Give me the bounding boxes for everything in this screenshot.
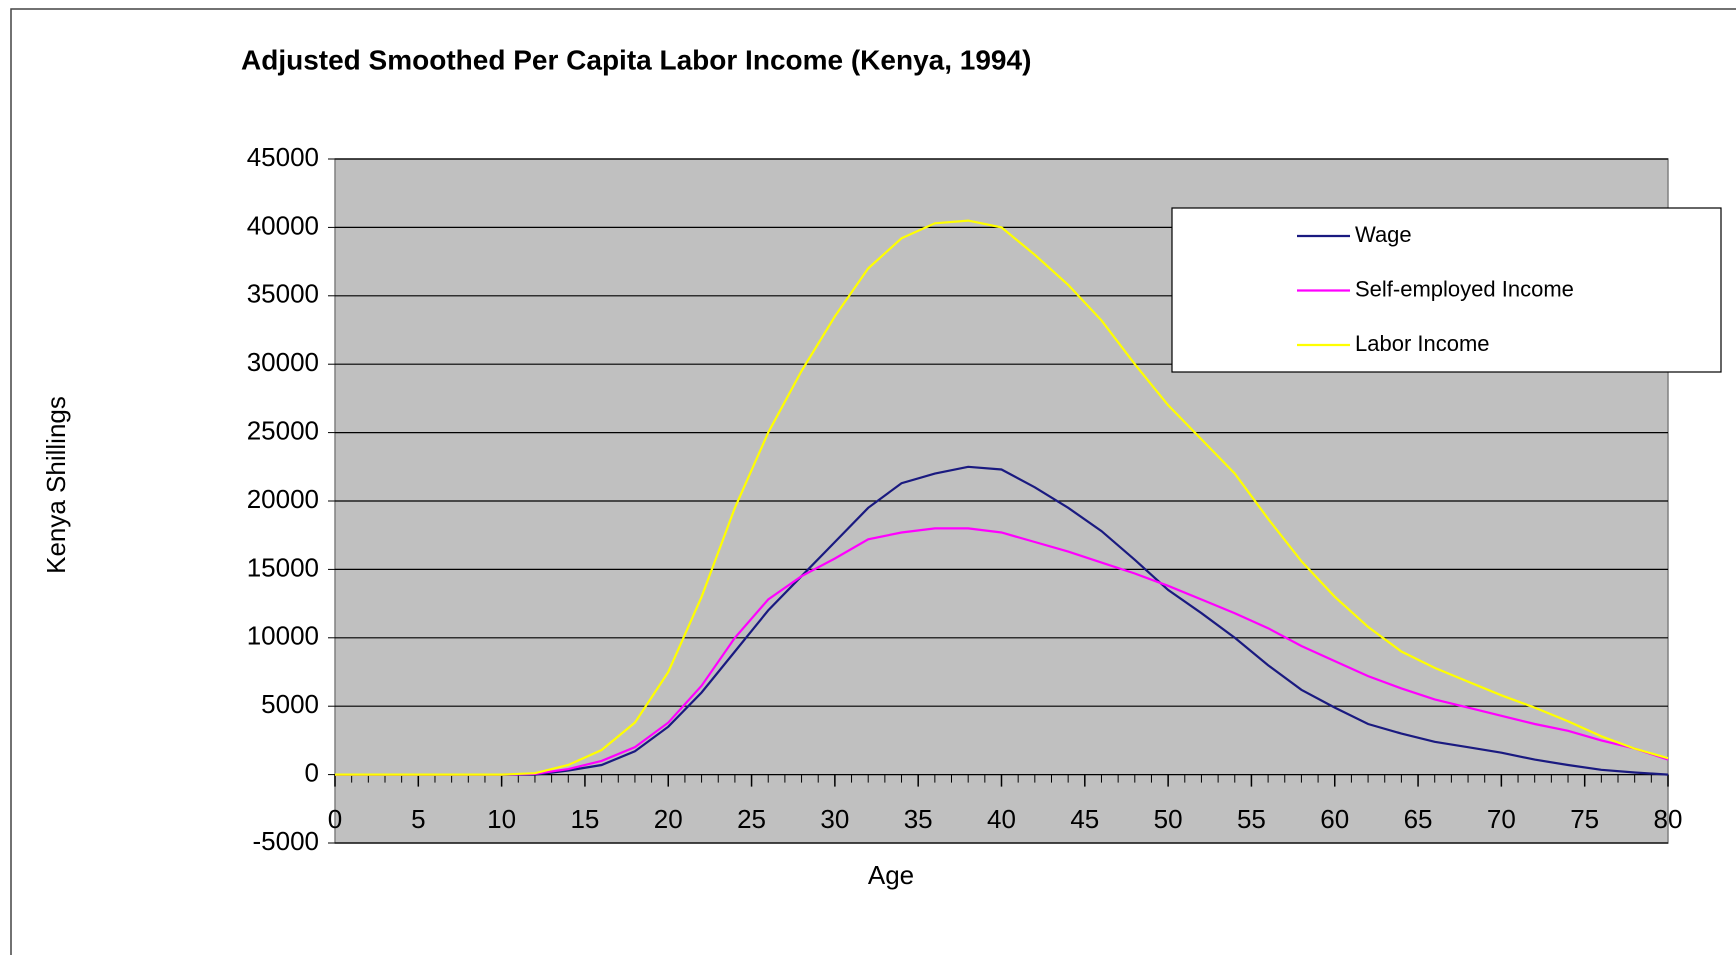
- series-line: [335, 219, 1669, 776]
- x-tick-label: 55: [1237, 804, 1266, 834]
- x-tick-label: 60: [1320, 804, 1349, 834]
- x-tick-label: 10: [487, 804, 516, 834]
- chart-title: Adjusted Smoothed Per Capita Labor Incom…: [241, 44, 1031, 75]
- y-tick-label: 40000: [247, 210, 319, 240]
- x-tick-label: 15: [570, 804, 599, 834]
- legend-box: [1171, 207, 1722, 373]
- y-tick-label: 0: [305, 757, 319, 787]
- legend-label: Self-employed Income: [1355, 276, 1574, 301]
- x-axis-label: Age: [868, 860, 914, 890]
- y-tick-label: 45000: [247, 142, 319, 172]
- x-tick-label: 45: [1070, 804, 1099, 834]
- y-tick-label: 30000: [247, 347, 319, 377]
- x-tick-label: 5: [411, 804, 425, 834]
- y-tick-label: 5000: [261, 689, 319, 719]
- frame: [10, 8, 1736, 955]
- x-tick-label: 65: [1404, 804, 1433, 834]
- x-tick-label: 25: [737, 804, 766, 834]
- y-tick-label: 10000: [247, 621, 319, 651]
- x-tick-label: 30: [820, 804, 849, 834]
- x-tick-label: 80: [1654, 804, 1683, 834]
- x-tick-label: 35: [904, 804, 933, 834]
- x-tick-label: 20: [654, 804, 683, 834]
- x-tick-label: 70: [1487, 804, 1516, 834]
- y-tick-label: 15000: [247, 552, 319, 582]
- legend-label: Labor Income: [1355, 331, 1490, 356]
- x-tick-label: 50: [1154, 804, 1183, 834]
- y-tick-label: 20000: [247, 484, 319, 514]
- x-tick-label: 0: [328, 804, 342, 834]
- x-tick-label: 75: [1570, 804, 1599, 834]
- y-tick-label: 35000: [247, 279, 319, 309]
- series-line: [335, 465, 1669, 776]
- series-line: [335, 527, 1669, 776]
- legend-label: Wage: [1355, 222, 1412, 247]
- y-tick-label: 25000: [247, 415, 319, 445]
- y-tick-label: -5000: [253, 826, 320, 856]
- y-axis-label: Kenya Shillings: [41, 396, 71, 574]
- x-tick-label: 40: [987, 804, 1016, 834]
